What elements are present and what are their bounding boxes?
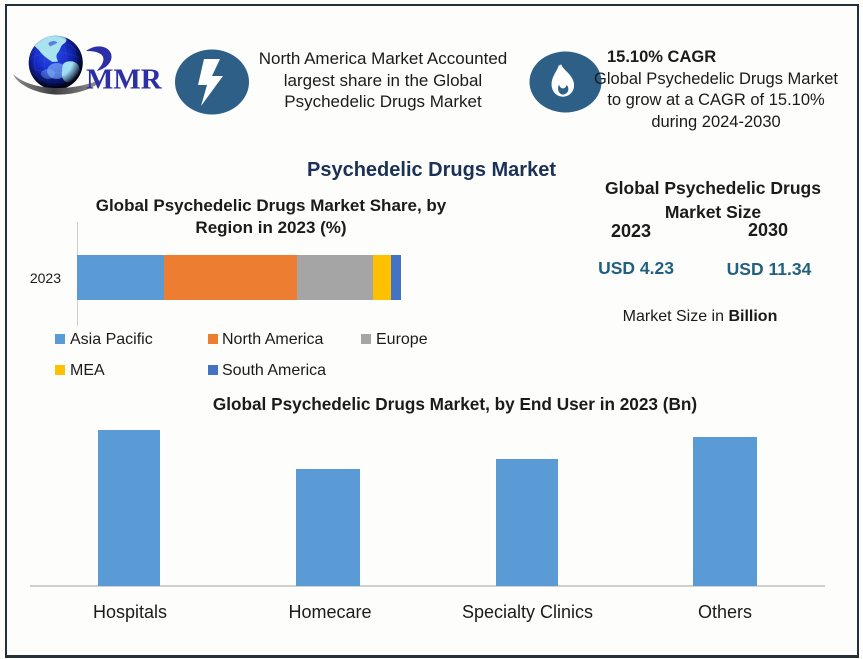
svg-text:MMR: MMR	[86, 64, 163, 96]
